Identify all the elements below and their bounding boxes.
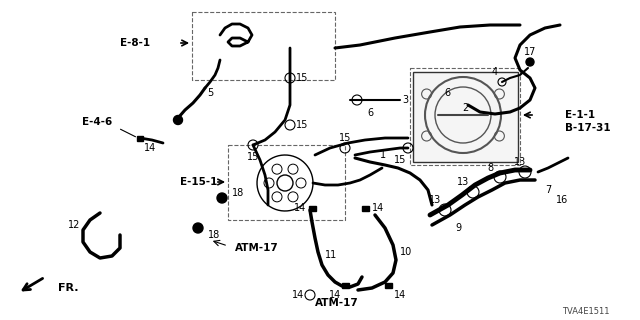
Bar <box>362 205 369 211</box>
Text: 8: 8 <box>487 163 493 173</box>
Text: 14: 14 <box>294 203 306 213</box>
Text: 14: 14 <box>394 290 406 300</box>
Text: 14: 14 <box>372 203 384 213</box>
Text: 18: 18 <box>208 230 220 240</box>
Text: 4: 4 <box>492 67 498 77</box>
Circle shape <box>217 193 227 203</box>
Text: E-4-6: E-4-6 <box>82 117 112 127</box>
Text: 14: 14 <box>144 143 156 153</box>
Text: 5: 5 <box>207 88 213 98</box>
Text: 17: 17 <box>524 47 536 57</box>
Text: ATM-17: ATM-17 <box>315 298 359 308</box>
Bar <box>308 205 316 211</box>
Text: 3: 3 <box>402 95 408 105</box>
Bar <box>413 72 518 162</box>
Text: 1: 1 <box>380 150 386 160</box>
Text: 14: 14 <box>329 290 341 300</box>
Bar <box>342 283 349 287</box>
Text: 2: 2 <box>462 103 468 113</box>
Text: 6: 6 <box>367 108 373 118</box>
Text: 13: 13 <box>457 177 469 187</box>
Text: 11: 11 <box>325 250 337 260</box>
Bar <box>410 68 520 165</box>
Text: E-15-1: E-15-1 <box>180 177 218 187</box>
Text: ATM-17: ATM-17 <box>235 243 279 253</box>
Text: 14: 14 <box>292 290 304 300</box>
Circle shape <box>526 58 534 66</box>
Text: 15: 15 <box>296 120 308 130</box>
Text: 13: 13 <box>429 195 441 205</box>
Text: E-8-1: E-8-1 <box>120 38 150 48</box>
Text: 6: 6 <box>444 88 450 98</box>
Text: E-1-1: E-1-1 <box>565 110 595 120</box>
Text: FR.: FR. <box>58 283 79 293</box>
Bar <box>192 12 335 80</box>
Text: TVA4E1511: TVA4E1511 <box>563 308 610 316</box>
Text: B-17-31: B-17-31 <box>565 123 611 133</box>
Circle shape <box>193 223 203 233</box>
Text: 7: 7 <box>545 185 551 195</box>
Text: 9: 9 <box>455 223 461 233</box>
Text: 15: 15 <box>394 155 406 165</box>
Bar <box>385 283 392 287</box>
Text: 13: 13 <box>514 157 526 167</box>
Text: 15: 15 <box>339 133 351 143</box>
Text: 10: 10 <box>400 247 412 257</box>
Text: 12: 12 <box>68 220 80 230</box>
Bar <box>137 135 143 140</box>
Text: 16: 16 <box>556 195 568 205</box>
Text: 18: 18 <box>232 188 244 198</box>
Bar <box>228 145 345 220</box>
Text: 15: 15 <box>296 73 308 83</box>
Text: 15: 15 <box>247 152 259 162</box>
Circle shape <box>173 116 182 124</box>
